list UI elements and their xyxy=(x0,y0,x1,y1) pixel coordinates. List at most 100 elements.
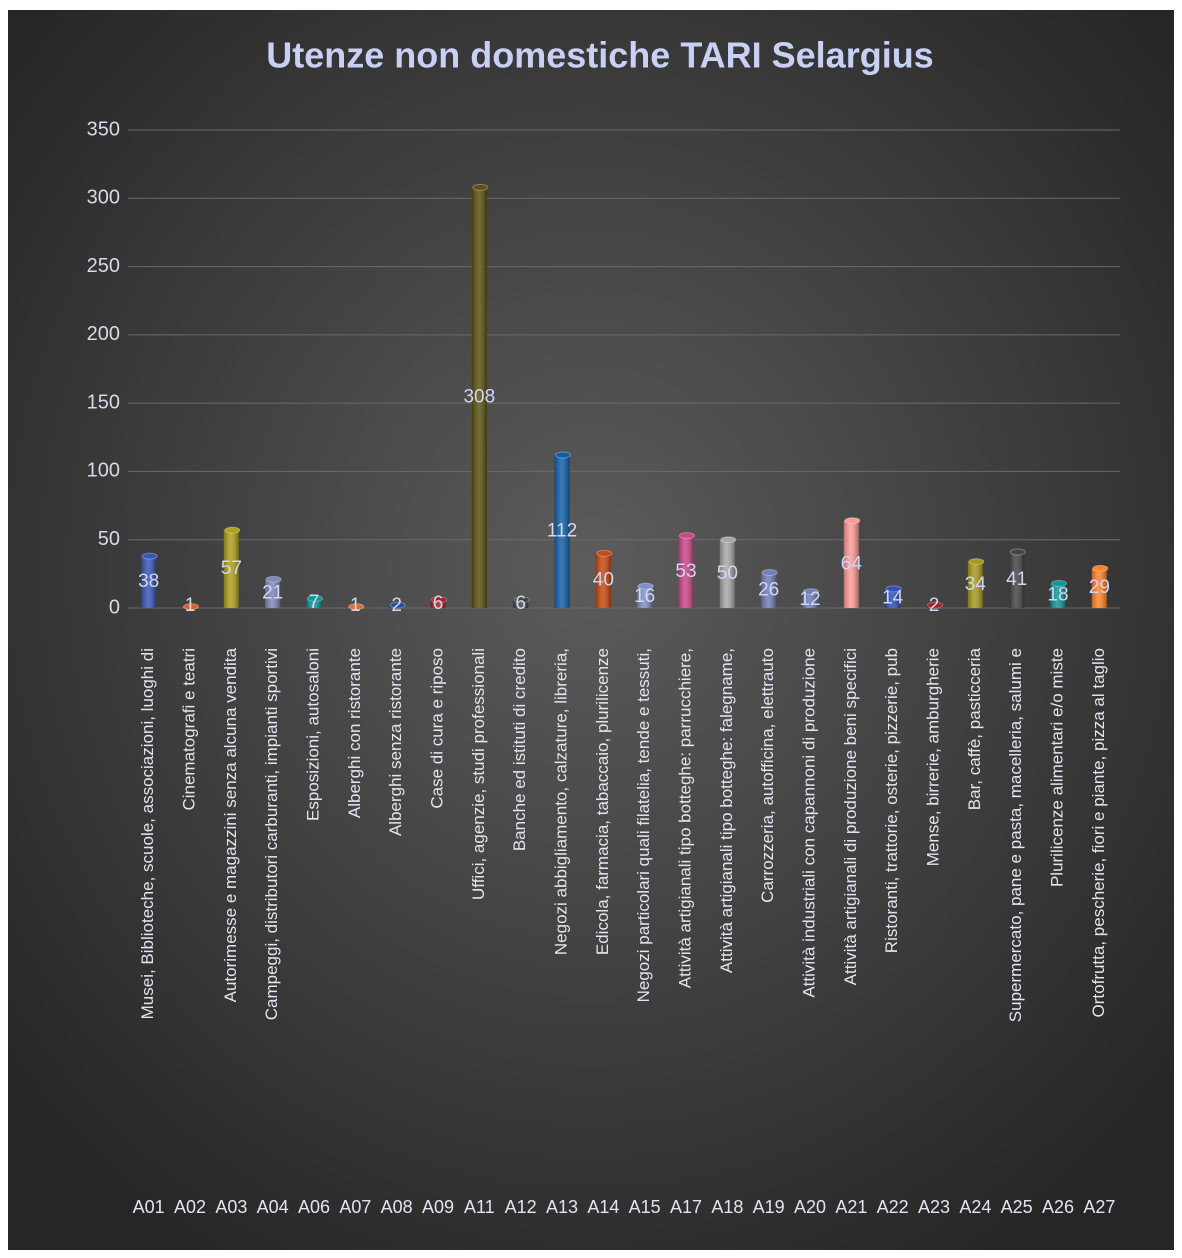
x-tick-label: Negozi abbigliamento, calzature, libreri… xyxy=(551,648,570,955)
x-tick-label: Case di cura e riposo xyxy=(427,648,446,809)
category-code: A26 xyxy=(1042,1197,1074,1217)
y-tick-label: 100 xyxy=(87,460,120,482)
data-label: 2 xyxy=(929,595,940,616)
data-label: 112 xyxy=(547,521,577,542)
y-tick-label: 350 xyxy=(87,118,120,140)
data-label: 18 xyxy=(1047,585,1068,606)
data-label: 1 xyxy=(185,595,196,616)
data-label: 308 xyxy=(463,387,495,408)
bar xyxy=(265,575,282,608)
category-code: A02 xyxy=(174,1197,206,1217)
data-label: 14 xyxy=(882,587,904,608)
bar xyxy=(347,603,365,611)
x-tick-label: Campeggi, distributori carburanti, impia… xyxy=(262,648,281,1020)
data-label: 21 xyxy=(262,583,283,604)
bar xyxy=(761,568,778,608)
y-tick-label: 150 xyxy=(87,391,120,413)
x-tick-label: Attività artigianali tipo botteghe: fale… xyxy=(717,648,736,973)
bar xyxy=(843,517,861,608)
bar xyxy=(967,558,985,608)
data-label: 7 xyxy=(309,592,320,613)
category-code: A19 xyxy=(753,1197,785,1217)
category-code: A15 xyxy=(629,1197,661,1217)
bar xyxy=(1091,564,1109,608)
data-label: 53 xyxy=(675,561,696,582)
x-tick-label: Bar, caffè, pasticceria xyxy=(965,647,984,810)
category-code: A08 xyxy=(381,1197,413,1217)
data-label: 2 xyxy=(391,595,402,616)
x-tick-label: Banche ed istituti di credito xyxy=(510,648,529,851)
chart-title: Utenze non domestiche TARI Selargius xyxy=(266,35,933,76)
bar xyxy=(141,552,158,608)
data-label: 12 xyxy=(799,589,820,610)
bar xyxy=(802,588,819,608)
x-tick-label: Esposizioni, autosaloni xyxy=(303,648,322,821)
data-label: 38 xyxy=(138,571,159,592)
bar xyxy=(389,601,406,609)
x-tick-label: Autorimesse e magazzini senza alcuna ven… xyxy=(221,647,240,1002)
bar xyxy=(223,526,241,608)
data-label: 1 xyxy=(350,595,361,616)
x-tick-label: Plurilicenze alimentari e/o miste xyxy=(1047,648,1066,887)
category-code: A12 xyxy=(505,1197,537,1217)
bar xyxy=(1009,548,1026,608)
bar xyxy=(885,585,902,608)
bar xyxy=(513,596,530,608)
x-tick-label: Mense, birrerie, amburgherie xyxy=(923,648,942,866)
x-tick-label: Carrozzeria, autofficina, elettrauto xyxy=(758,648,777,903)
category-code: A27 xyxy=(1083,1197,1115,1217)
data-label: 26 xyxy=(758,579,779,600)
bar xyxy=(926,601,943,609)
category-code: A18 xyxy=(711,1197,743,1217)
category-code: A25 xyxy=(1001,1197,1033,1217)
chart-background xyxy=(8,10,1174,1250)
data-label: 6 xyxy=(433,593,444,614)
bar xyxy=(182,603,199,611)
x-tick-label: Alberghi con ristorante xyxy=(345,648,364,818)
category-code: A04 xyxy=(257,1197,289,1217)
x-tick-label: Attività artigianali tipo botteghe: parr… xyxy=(675,648,694,988)
x-tick-label: Edicola, farmacia, tabaccaio, plurilicen… xyxy=(593,648,612,955)
bar xyxy=(678,532,695,608)
category-code: A23 xyxy=(918,1197,950,1217)
category-code: A03 xyxy=(215,1197,247,1217)
x-tick-label: Attività industriali con capannoni di pr… xyxy=(799,648,818,998)
data-label: 41 xyxy=(1006,569,1027,590)
category-code: A17 xyxy=(670,1197,702,1217)
bar xyxy=(306,594,323,608)
data-label: 16 xyxy=(634,586,655,607)
category-code: A21 xyxy=(835,1197,867,1217)
x-tick-label: Musei, Biblioteche, scuole, associazioni… xyxy=(138,648,157,1019)
y-tick-label: 200 xyxy=(87,323,120,345)
y-tick-label: 300 xyxy=(87,187,120,209)
category-code: A14 xyxy=(587,1197,619,1217)
bar xyxy=(430,596,447,608)
y-tick-label: 250 xyxy=(87,255,120,277)
data-label: 29 xyxy=(1089,577,1110,598)
bar xyxy=(471,183,489,609)
y-tick-label: 0 xyxy=(109,596,120,618)
y-tick-label: 50 xyxy=(98,528,120,550)
category-code: A09 xyxy=(422,1197,454,1217)
category-code: A01 xyxy=(133,1197,165,1217)
data-label: 40 xyxy=(593,570,614,591)
x-tick-label: Supermercato, pane e pasta, macelleria, … xyxy=(1006,648,1025,1022)
x-tick-label: Uffici, agenzie, studi professionali xyxy=(469,648,488,900)
data-label: 34 xyxy=(965,574,987,595)
bar xyxy=(719,536,737,608)
category-code: A07 xyxy=(339,1197,371,1217)
x-tick-label: Negozi particolari quali filatelia, tend… xyxy=(634,648,653,1002)
x-tick-label: Attività artigianali di produzione beni … xyxy=(841,648,860,985)
category-code: A24 xyxy=(959,1197,991,1217)
bar xyxy=(554,451,571,608)
bar xyxy=(595,549,613,608)
category-code: A06 xyxy=(298,1197,330,1217)
data-label: 57 xyxy=(221,558,242,579)
x-tick-label: Ristoranti, trattorie, osterie, pizzerie… xyxy=(882,648,901,953)
x-tick-label: Alberghi senza ristorante xyxy=(386,648,405,836)
category-code: A13 xyxy=(546,1197,578,1217)
bar xyxy=(1050,579,1067,608)
x-tick-label: Ortofrutta, pescherie, fiori e piante, p… xyxy=(1089,648,1108,1017)
category-code: A22 xyxy=(877,1197,909,1217)
